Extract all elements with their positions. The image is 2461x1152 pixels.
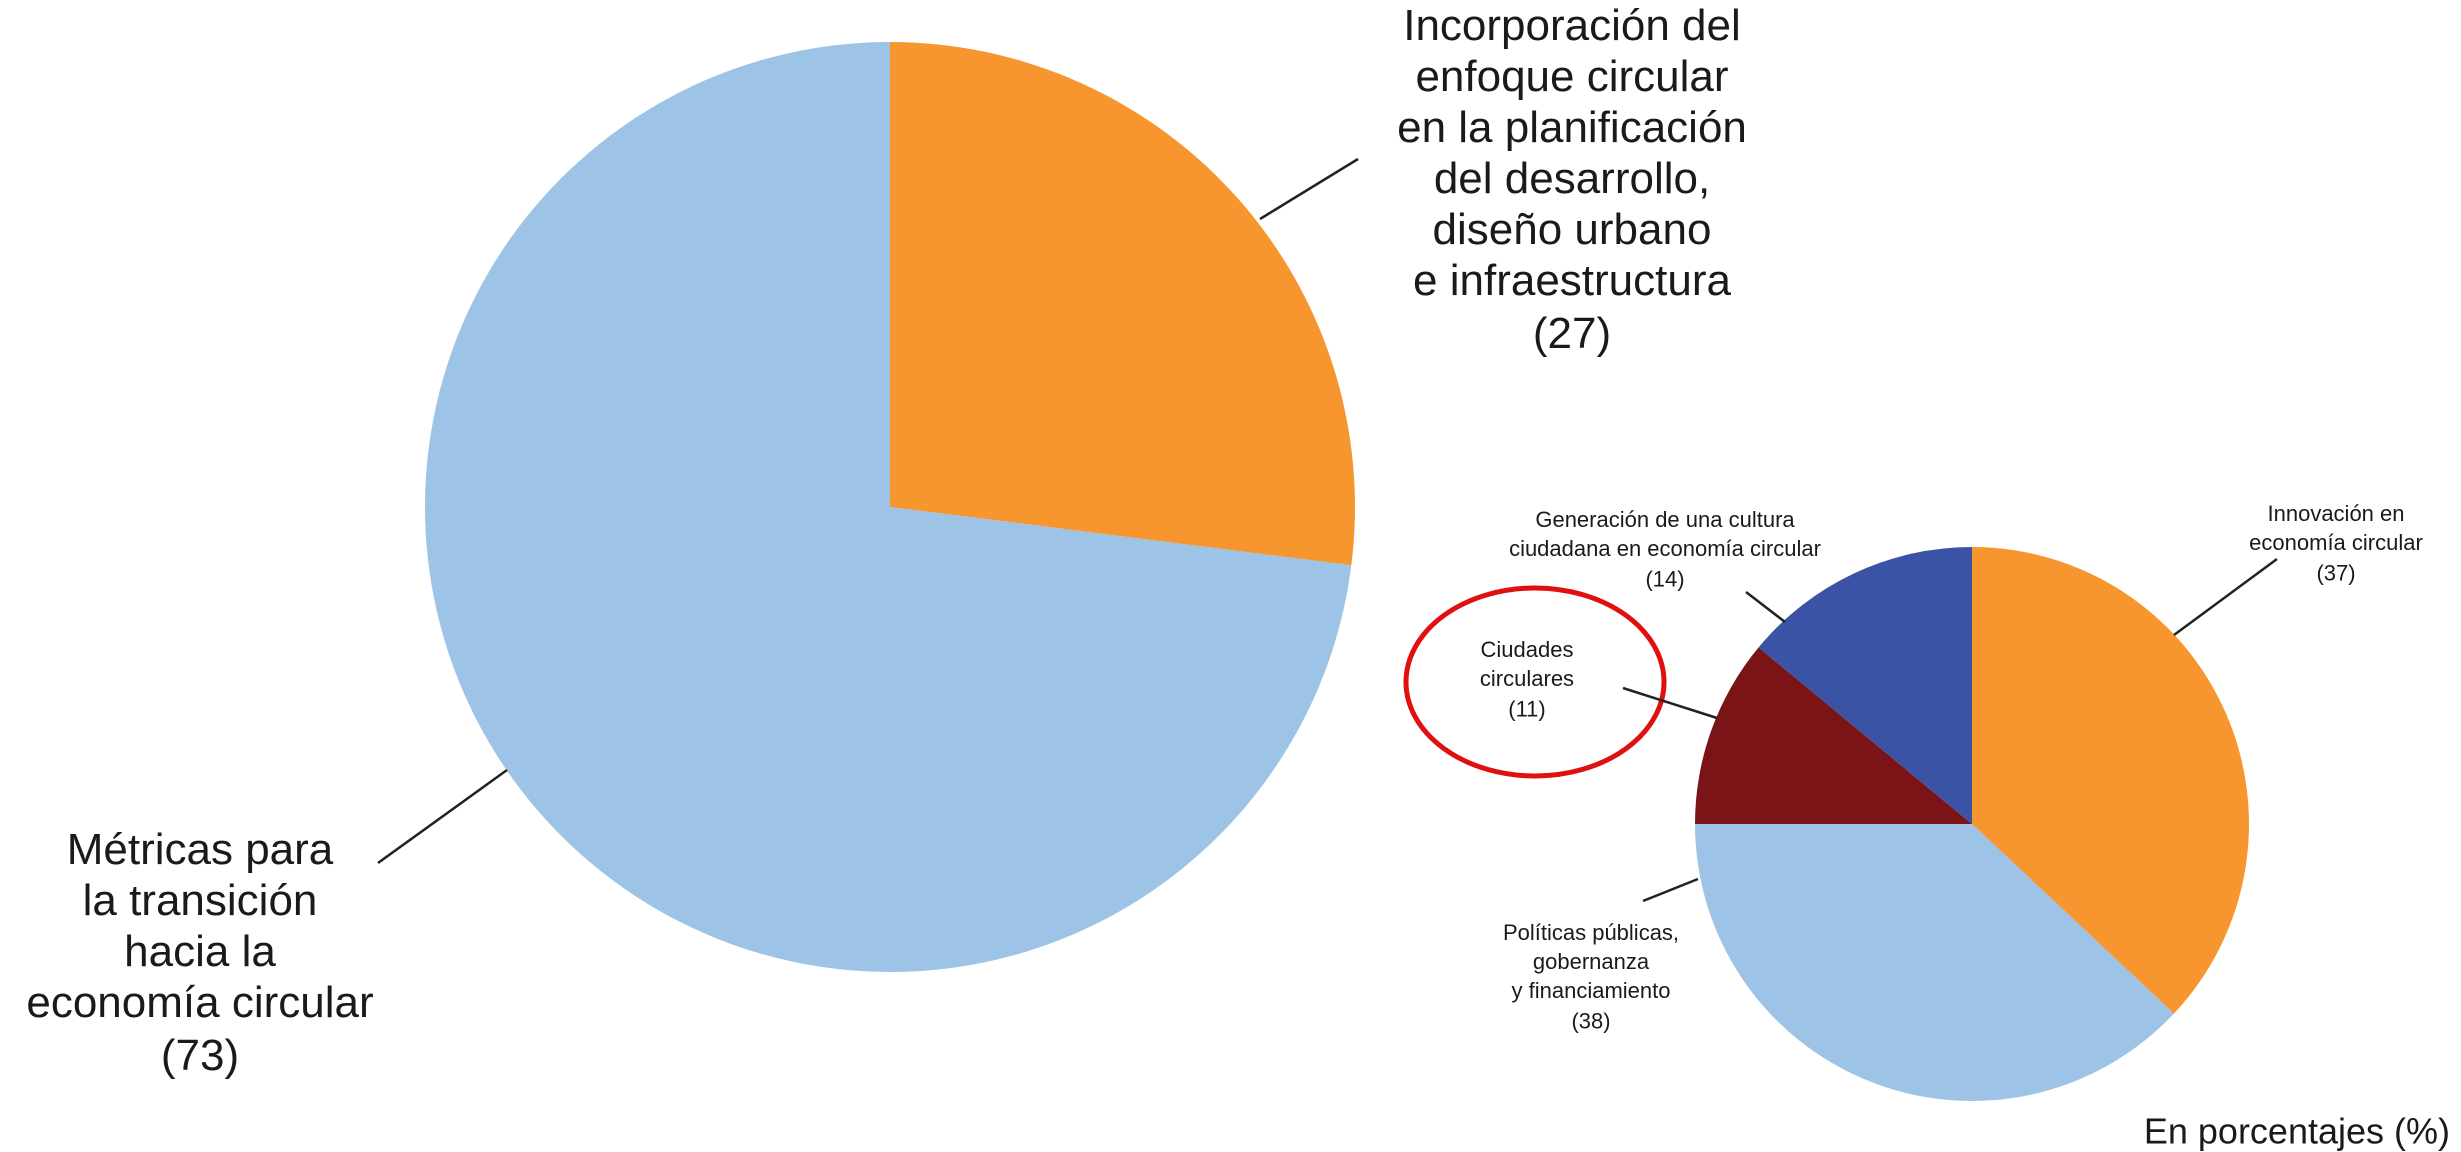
value-label: (38) — [1571, 1008, 1610, 1033]
leader-line — [1259, 157, 1359, 221]
slice-label: Métricas para la transición hacia la econom… — [26, 825, 373, 1027]
value-label: (14) — [1645, 566, 1684, 591]
pie-slice — [1695, 647, 1972, 824]
leader-line — [1622, 686, 1718, 720]
note: En porcentajes (%) — [2144, 1111, 2450, 1152]
value-label: (11) — [1508, 696, 1546, 721]
pie-slice — [1758, 547, 1972, 824]
leader-line — [1745, 591, 1786, 623]
leader-line — [2173, 557, 2278, 637]
slice-label: Innovación en economía circular — [2249, 501, 2423, 555]
highlight-circle — [1403, 585, 1667, 779]
leader-line — [377, 768, 508, 865]
slice-label: Ciudades circulares — [1480, 637, 1574, 691]
value-label: (37) — [2316, 560, 2355, 585]
pie-slice — [425, 42, 1352, 972]
pie-slice — [1695, 824, 2174, 1101]
slice-label: Generación de una cultura ciudadana en ec… — [1509, 507, 1821, 561]
value-label: (73) — [161, 1031, 239, 1080]
pie-slice — [1972, 547, 2249, 1014]
pie-slice — [890, 42, 1355, 566]
slice-label: Políticas públicas, gobernanza y financiam… — [1503, 920, 1679, 1003]
slice-label: Incorporación del enfoque circular en la p… — [1397, 1, 1747, 305]
leader-line — [1642, 877, 1699, 903]
value-label: (27) — [1533, 309, 1611, 358]
